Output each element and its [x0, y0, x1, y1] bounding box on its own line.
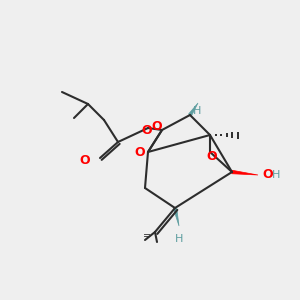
Text: H: H — [193, 106, 201, 116]
Text: O: O — [207, 151, 217, 164]
Polygon shape — [232, 170, 258, 175]
Text: O: O — [262, 169, 273, 182]
Text: O: O — [135, 146, 145, 158]
Text: O: O — [80, 154, 90, 166]
Text: H: H — [175, 234, 183, 244]
Text: O: O — [142, 124, 152, 136]
Text: O: O — [151, 119, 162, 133]
Text: H: H — [272, 170, 281, 180]
Polygon shape — [173, 208, 179, 226]
Text: =: = — [143, 231, 151, 241]
Polygon shape — [188, 103, 198, 116]
